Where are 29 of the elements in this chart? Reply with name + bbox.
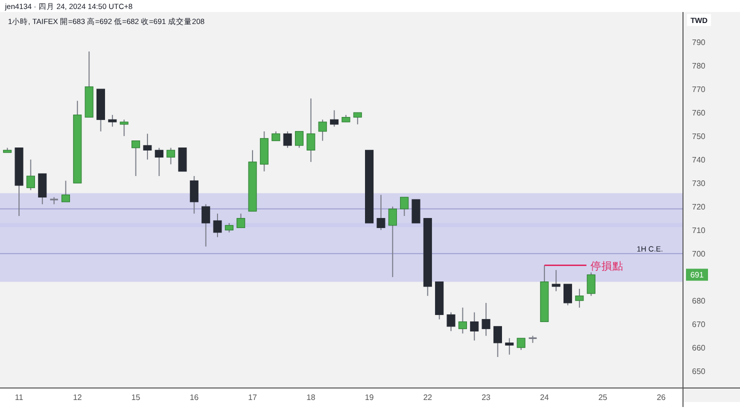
y-tick-label: 760 <box>692 108 706 118</box>
x-tick-label: 25 <box>598 393 608 402</box>
x-tick-label: 15 <box>131 393 141 402</box>
annotation: 停損點 <box>590 260 624 272</box>
x-tick-label: 18 <box>306 393 316 402</box>
y-tick-label: 780 <box>692 62 706 71</box>
y-tick-label: 700 <box>692 250 706 259</box>
y-tick-label: 730 <box>692 179 706 188</box>
y-tick-label: 650 <box>692 367 706 376</box>
y-tick-label: 660 <box>692 344 706 353</box>
x-tick-label: 11 <box>14 393 24 402</box>
x-tick-label: 22 <box>423 393 433 402</box>
x-tick-label: 12 <box>72 393 82 402</box>
x-tick-label: 16 <box>190 393 200 402</box>
x-tick-label: 26 <box>656 393 666 402</box>
annotation: 691 <box>690 270 704 280</box>
note-stop: 停損點 <box>544 260 624 272</box>
x-tick-label: 24 <box>540 393 550 402</box>
y-tick-label: 790 <box>692 38 706 48</box>
x-tick-label: 19 <box>364 393 374 402</box>
y-tick-label: 740 <box>692 156 706 165</box>
y-tick-label: 670 <box>692 320 706 330</box>
y-tick-label: 680 <box>692 296 706 306</box>
y-tick-label: 770 <box>692 85 706 94</box>
y-tick-label: 750 <box>692 132 706 142</box>
y-tick-label: 720 <box>692 202 706 212</box>
x-tick-label: 17 <box>248 393 258 402</box>
x-tick-label: 23 <box>482 393 492 402</box>
y-tick-label: 710 <box>692 226 706 236</box>
